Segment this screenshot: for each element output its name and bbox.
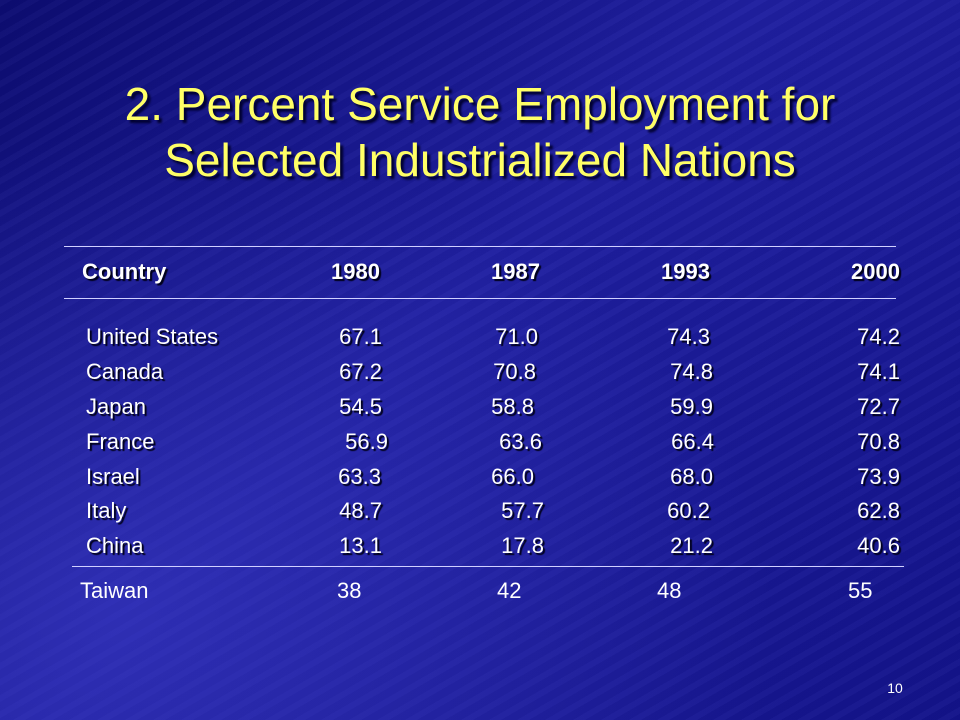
value-2000: 74.2 — [857, 324, 900, 349]
title-line-2: Selected Industrialized Nations — [164, 134, 796, 186]
value-1980: 67.2 — [339, 359, 382, 384]
value-1987: 66.0 — [491, 464, 534, 489]
value-2000: 62.8 — [857, 498, 900, 523]
value-1980: 48.7 — [339, 498, 382, 523]
value-1987: 57.7 — [501, 498, 544, 523]
page-number: 10 — [887, 680, 903, 696]
table-bottom-rule — [72, 566, 904, 567]
value-1987: 63.6 — [499, 429, 542, 454]
value-1987: 17.8 — [501, 533, 544, 558]
value-2000: 73.9 — [857, 464, 900, 489]
value-1993: 60.2 — [667, 498, 710, 523]
value-1993: 48 — [657, 578, 682, 603]
header-1993: 1993 — [661, 259, 710, 284]
value-1993: 66.4 — [671, 429, 714, 454]
value-1980: 67.1 — [339, 324, 382, 349]
country-cell: Japan — [86, 394, 146, 419]
header-1980: 1980 — [331, 259, 380, 284]
value-2000: 74.1 — [857, 359, 900, 384]
value-1993: 74.8 — [670, 359, 713, 384]
value-1980: 56.9 — [345, 429, 388, 454]
value-1987: 42 — [497, 578, 522, 603]
value-1987: 71.0 — [495, 324, 538, 349]
country-cell: Taiwan — [80, 578, 149, 603]
slide-title: 2. Percent Service Employment for Select… — [0, 76, 960, 188]
value-2000: 55 — [848, 578, 873, 603]
title-line-1: 2. Percent Service Employment for — [124, 78, 836, 130]
value-1987: 58.8 — [491, 394, 534, 419]
value-1980: 13.1 — [339, 533, 382, 558]
value-1980: 63.3 — [338, 464, 381, 489]
value-2000: 40.6 — [857, 533, 900, 558]
country-cell: United States — [86, 324, 219, 349]
table-top-rule — [64, 246, 896, 247]
country-cell: Italy — [86, 498, 127, 523]
value-2000: 72.7 — [857, 394, 900, 419]
value-1993: 74.3 — [667, 324, 710, 349]
header-2000: 2000 — [851, 259, 900, 284]
header-country: Country — [82, 259, 167, 284]
value-1987: 70.8 — [493, 359, 536, 384]
country-cell: Israel — [86, 464, 140, 489]
value-1980: 38 — [337, 578, 362, 603]
country-cell: France — [86, 429, 155, 454]
value-1993: 21.2 — [670, 533, 713, 558]
header-1987: 1987 — [491, 259, 540, 284]
value-1993: 68.0 — [670, 464, 713, 489]
value-1980: 54.5 — [339, 394, 382, 419]
header-bottom-rule — [64, 298, 896, 299]
country-cell: Canada — [86, 359, 164, 384]
value-2000: 70.8 — [857, 429, 900, 454]
country-cell: China — [86, 533, 144, 558]
value-1993: 59.9 — [670, 394, 713, 419]
